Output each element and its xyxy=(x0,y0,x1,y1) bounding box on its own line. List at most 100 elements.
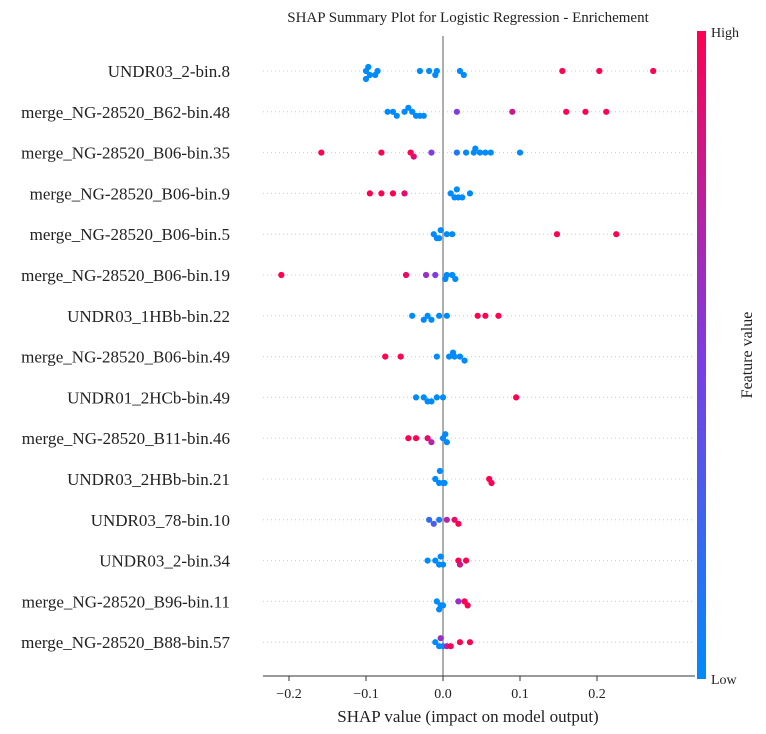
shap-point xyxy=(460,71,467,79)
shap-point xyxy=(432,639,439,646)
shap-point xyxy=(430,520,437,527)
shap-point xyxy=(402,271,410,279)
feature-label: merge_NG-28520_B96-bin.11 xyxy=(22,592,230,611)
shap-point xyxy=(420,316,427,323)
feature-rows: UNDR03_2-bin.8 merge_NG-28520_B62-bin.48m… xyxy=(21,62,695,652)
shap-point xyxy=(449,349,457,356)
x-tick-label: −0.1 xyxy=(353,687,378,702)
shap-point xyxy=(442,275,449,283)
shap-point xyxy=(464,602,471,609)
feature-label: merge_NG-28520_B06-bin.35 xyxy=(21,144,230,163)
chart-title: SHAP Summary Plot for Logistic Regressio… xyxy=(287,10,649,26)
shap-point xyxy=(432,475,439,483)
shap-point xyxy=(437,227,444,234)
shap-point xyxy=(382,353,389,360)
shap-point xyxy=(439,561,447,568)
shap-point xyxy=(459,194,466,201)
shap-point xyxy=(443,516,450,523)
shap-point xyxy=(424,435,431,442)
shap-point xyxy=(432,271,439,279)
shap-point xyxy=(439,394,447,401)
shap-point xyxy=(447,643,454,650)
shap-point xyxy=(466,639,474,646)
shap-point xyxy=(433,394,440,401)
shap-point xyxy=(482,149,489,156)
shap-point xyxy=(442,431,449,438)
shap-point xyxy=(461,357,468,364)
shap-point xyxy=(412,435,420,442)
feature-label: merge_NG-28520_B62-bin.48 xyxy=(21,103,230,122)
shap-point xyxy=(436,235,443,242)
feature-label: merge_NG-28520_B06-bin.5 xyxy=(30,225,230,244)
shap-point xyxy=(389,190,397,197)
colorbar-low-label: Low xyxy=(711,673,738,688)
shap-point xyxy=(482,312,489,319)
shap-point xyxy=(472,145,479,152)
shap-point xyxy=(401,108,408,115)
shap-point xyxy=(424,557,431,564)
feature-label: UNDR01_2HCb-bin.49 xyxy=(67,388,230,407)
shap-point xyxy=(509,108,516,115)
shap-point xyxy=(428,316,435,323)
shap-point xyxy=(365,63,372,71)
shap-point xyxy=(428,149,435,156)
shap-point xyxy=(443,312,450,319)
shap-point xyxy=(409,312,416,319)
shap-point xyxy=(453,186,460,193)
shap-point xyxy=(487,149,494,156)
x-tick-label: −0.2 xyxy=(276,687,301,702)
shap-point xyxy=(436,516,443,523)
shap-point xyxy=(456,353,464,360)
feature-label: UNDR03_2HBb-bin.21 xyxy=(67,470,230,489)
shap-point xyxy=(452,275,459,283)
feature-label: merge_NG-28520_B06-bin.19 xyxy=(21,266,230,285)
feature-label: UNDR03_78-bin.10 xyxy=(91,511,230,530)
shap-point xyxy=(495,312,502,319)
shap-point xyxy=(441,479,448,487)
shap-point xyxy=(366,71,373,79)
shap-point xyxy=(420,394,427,401)
shap-point xyxy=(426,516,433,523)
shap-point xyxy=(432,557,439,564)
shap-point xyxy=(466,190,474,197)
shap-point xyxy=(453,108,460,115)
shap-point xyxy=(513,394,520,401)
scatter-points xyxy=(278,63,657,650)
feature-label: merge_NG-28520_B06-bin.49 xyxy=(21,348,230,367)
shap-point xyxy=(436,606,443,613)
shap-point xyxy=(422,271,430,279)
shap-point xyxy=(436,467,444,475)
shap-point xyxy=(476,149,484,156)
shap-point xyxy=(463,557,470,564)
feature-label: merge_NG-28520_B06-bin.9 xyxy=(30,184,230,203)
shap-point xyxy=(432,71,439,79)
shap-point xyxy=(596,67,603,75)
feature-label: merge_NG-28520_B88-bin.57 xyxy=(21,633,230,652)
shap-point xyxy=(428,398,435,405)
shap-point xyxy=(449,231,456,238)
shap-point xyxy=(553,231,561,238)
shap-point xyxy=(437,635,444,642)
x-tick-label: 0.1 xyxy=(511,687,529,702)
shap-point xyxy=(439,602,447,609)
shap-point xyxy=(446,353,453,360)
x-tick-label: 0.0 xyxy=(434,687,452,702)
shap-point xyxy=(384,108,391,115)
shap-point xyxy=(409,108,416,115)
shap-point xyxy=(488,479,495,487)
shap-point xyxy=(436,312,443,319)
feature-label: UNDR03_2-bin.34 xyxy=(99,552,230,571)
feature-label: UNDR03_1HBb-bin.22 xyxy=(67,307,230,326)
shap-point xyxy=(278,271,285,279)
shap-point xyxy=(420,112,427,119)
feature-label: merge_NG-28520_B11-bin.46 xyxy=(22,429,230,448)
shap-point xyxy=(378,149,385,156)
colorbar xyxy=(697,31,706,679)
x-tick-label: 0.2 xyxy=(588,687,606,702)
shap-point xyxy=(603,108,610,115)
colorbar-high-label: High xyxy=(711,26,739,41)
shap-point xyxy=(405,104,412,111)
shap-point xyxy=(366,190,373,197)
shap-point xyxy=(433,598,440,605)
shap-point xyxy=(397,353,404,360)
